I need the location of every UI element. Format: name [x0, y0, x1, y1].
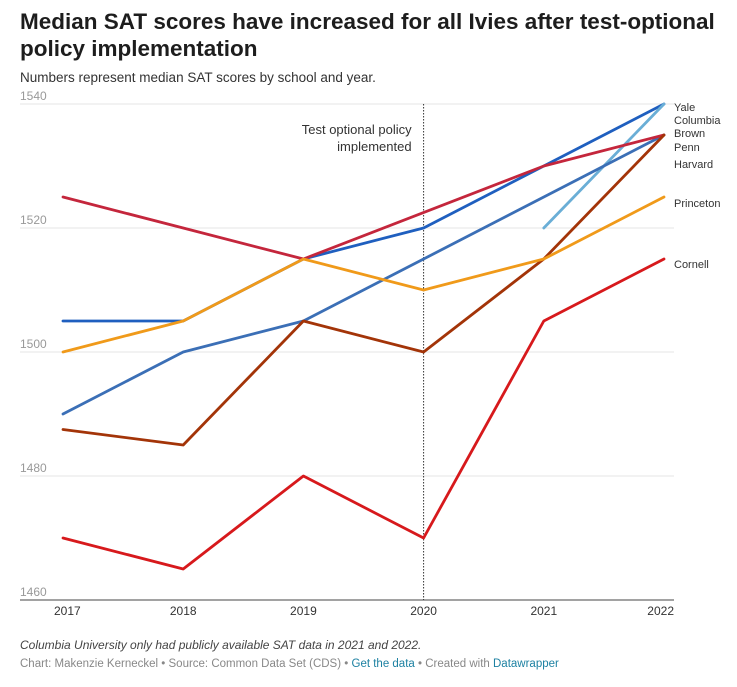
- x-tick-2019: 2019: [290, 604, 317, 618]
- credit-text: Chart: Makenzie Kerneckel: [20, 658, 159, 670]
- series-line-yale: [61, 102, 666, 323]
- series-line-princeton: [61, 195, 666, 354]
- chart-notes: Columbia University only had publicly av…: [20, 638, 422, 652]
- y-tick-1540: 1540: [20, 89, 47, 103]
- annotation-text-line1: Test optional policy: [302, 122, 412, 137]
- series-lines: [61, 102, 666, 571]
- separator: •: [161, 658, 166, 670]
- x-axis: 2017 2018 2019 2020 2021 2022: [54, 604, 674, 618]
- separator: •: [418, 658, 423, 670]
- x-tick-2021: 2021: [530, 604, 557, 618]
- series-label-penn: Penn: [674, 142, 700, 154]
- series-line-harvard: [61, 133, 666, 447]
- series-label-brown: Brown: [674, 128, 705, 140]
- chart-source: Chart: Makenzie Kerneckel • Source: Comm…: [20, 658, 559, 670]
- series-line-brown: [61, 133, 666, 416]
- y-tick-1460: 1460: [20, 585, 47, 599]
- y-tick-1500: 1500: [20, 337, 47, 351]
- series-label-yale: Yale: [674, 102, 695, 114]
- series-line-cornell: [61, 257, 666, 571]
- x-tick-2022: 2022: [647, 604, 674, 618]
- get-data-link[interactable]: Get the data: [351, 658, 415, 670]
- chart-title: Median SAT scores have increased for all…: [20, 9, 715, 61]
- series-label-cornell: Cornell: [674, 259, 709, 271]
- grid-lines: [20, 103, 674, 601]
- policy-annotation: Test optional policy implemented: [302, 104, 425, 600]
- series-label-harvard: Harvard: [674, 159, 713, 171]
- y-tick-1480: 1480: [20, 461, 47, 475]
- series-label-princeton: Princeton: [674, 198, 720, 210]
- source-text: Source: Common Data Set (CDS): [168, 658, 342, 670]
- x-tick-2018: 2018: [170, 604, 197, 618]
- annotation-text-line2: implemented: [337, 139, 411, 154]
- y-tick-1520: 1520: [20, 213, 47, 227]
- created-with-text: Created with: [425, 658, 490, 670]
- y-axis: 1460 1480 1500 1520 1540: [20, 89, 47, 599]
- x-tick-2017: 2017: [54, 604, 81, 618]
- series-label-columbia: Columbia: [674, 115, 721, 127]
- chart-subtitle: Numbers represent median SAT scores by s…: [20, 70, 376, 85]
- x-tick-2020: 2020: [410, 604, 437, 618]
- separator: •: [344, 658, 349, 670]
- datawrapper-link[interactable]: Datawrapper: [493, 658, 559, 670]
